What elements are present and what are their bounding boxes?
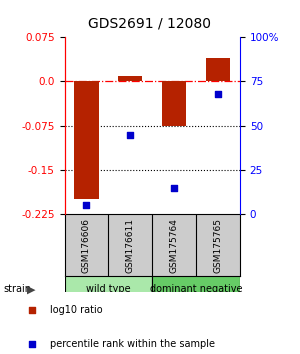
Bar [152,276,240,303]
Point [216,91,220,97]
Bar [74,81,98,199]
Text: strain: strain [3,284,31,295]
Text: ▶: ▶ [27,284,36,295]
Text: GSM175765: GSM175765 [214,218,223,273]
Bar [64,276,152,303]
Bar [118,75,142,81]
Point [128,132,133,137]
Text: percentile rank within the sample: percentile rank within the sample [50,339,215,349]
Text: GSM175764: GSM175764 [170,218,179,273]
Point [30,342,35,347]
Text: GDS2691 / 12080: GDS2691 / 12080 [88,16,212,30]
Bar [206,58,230,81]
Bar [162,81,186,126]
Point [172,185,177,190]
Text: log10 ratio: log10 ratio [50,305,103,315]
Text: dominant negative: dominant negative [150,284,242,295]
Text: wild type: wild type [86,284,131,295]
Point [30,307,35,313]
Text: GSM176611: GSM176611 [126,218,135,273]
Text: GSM176606: GSM176606 [82,218,91,273]
Point [84,202,89,208]
